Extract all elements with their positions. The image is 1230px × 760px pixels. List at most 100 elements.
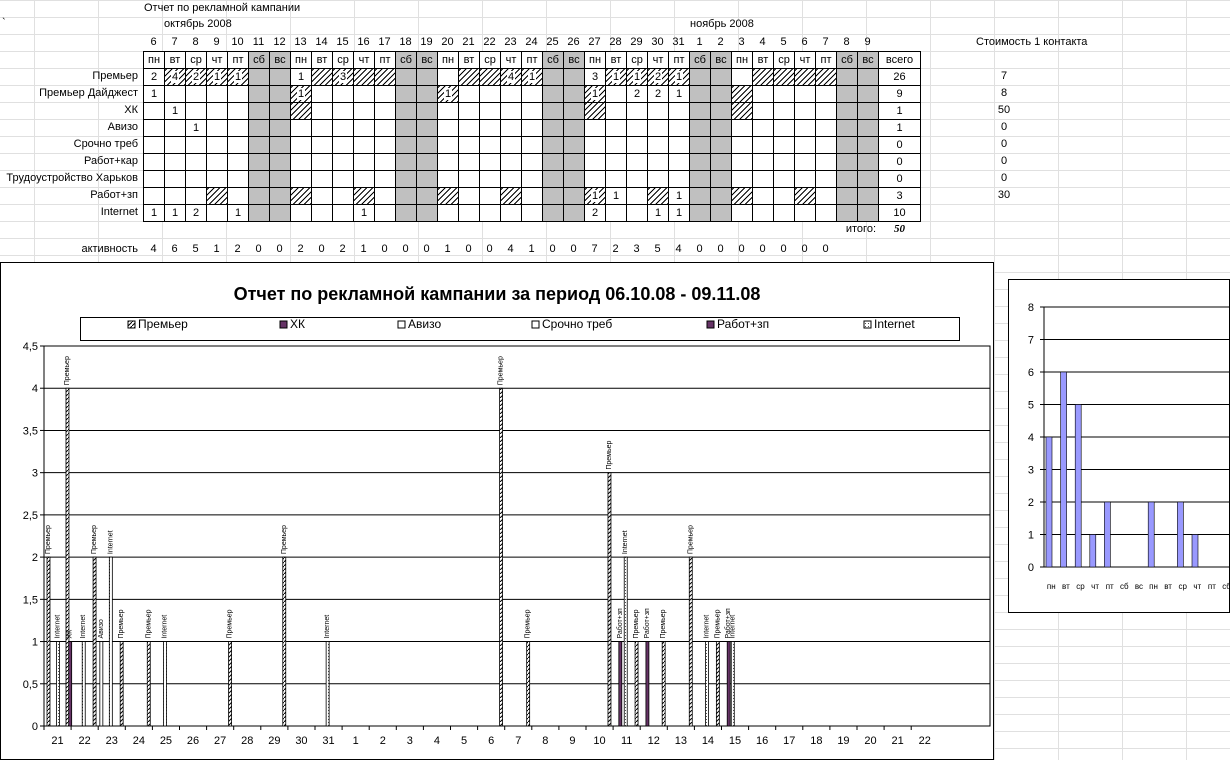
weekday-cell: ср <box>185 51 207 69</box>
weekday-cell: вс <box>416 51 438 69</box>
schedule-cell <box>332 170 354 188</box>
schedule-cell <box>689 119 711 137</box>
chart-bar <box>163 641 167 727</box>
cell-value: 1 <box>611 71 621 83</box>
cell-value: 2 <box>150 71 158 83</box>
schedule-cell <box>542 187 564 205</box>
x-tick-label: 16 <box>756 735 768 747</box>
schedule-cell <box>311 102 333 120</box>
schedule-cell <box>290 204 312 222</box>
cell-value: 3 <box>591 71 599 83</box>
schedule-cell <box>416 85 438 103</box>
corner-mark: ` <box>2 17 6 29</box>
schedule-cell <box>689 68 711 86</box>
schedule-cell: 2 <box>626 85 648 103</box>
x-tick-label: 21 <box>892 735 904 747</box>
x-tick-label: 17 <box>783 735 795 747</box>
activity-value: 0 <box>318 243 325 255</box>
cell-value: 1 <box>590 88 600 100</box>
schedule-cell: 2 <box>185 68 207 86</box>
activity-value: 5 <box>192 243 199 255</box>
activity-value: 6 <box>171 243 178 255</box>
month-label-october: октябрь 2008 <box>164 18 232 30</box>
schedule-cell <box>332 85 354 103</box>
schedule-cell <box>374 102 396 120</box>
schedule-cell <box>584 119 606 137</box>
x-tick-label: пт <box>1208 582 1216 591</box>
schedule-cell <box>206 85 228 103</box>
legend-swatch <box>397 320 406 329</box>
cell-value: 1 <box>234 207 242 219</box>
schedule-cell <box>542 68 564 86</box>
y-tick-label: 8 <box>1028 302 1034 314</box>
schedule-cell: 2 <box>647 85 669 103</box>
schedule-cell <box>311 170 333 188</box>
schedule-cell <box>479 153 501 171</box>
schedule-cell <box>731 170 753 188</box>
schedule-cell <box>185 187 207 205</box>
date-cell: 26 <box>567 36 580 48</box>
schedule-cell <box>395 102 417 120</box>
row-cost: 0 <box>1000 172 1008 184</box>
schedule-cell <box>731 153 753 171</box>
schedule-cell <box>206 153 228 171</box>
schedule-cell <box>227 153 249 171</box>
schedule-cell <box>794 204 816 222</box>
date-cell: 18 <box>399 36 412 48</box>
schedule-cell <box>185 102 207 120</box>
legend-label: Работ+зп <box>717 317 769 331</box>
date-cell: 14 <box>315 36 328 48</box>
cell-value: 1 <box>296 88 306 100</box>
bar-data-label: Премьер <box>498 356 505 385</box>
activity-value: 0 <box>486 243 493 255</box>
schedule-cell: 1 <box>290 85 312 103</box>
schedule-cell <box>269 85 291 103</box>
x-tick-label: 10 <box>593 735 605 747</box>
bar-data-label: Авизо <box>98 619 105 638</box>
cell-value: 1 <box>654 207 662 219</box>
x-tick-label: 8 <box>542 735 548 747</box>
schedule-cell <box>248 119 270 137</box>
date-cell: 6 <box>801 36 808 48</box>
activity-value: 4 <box>507 243 514 255</box>
schedule-cell <box>542 153 564 171</box>
schedule-cell: 1 <box>668 68 690 86</box>
x-tick-label: 25 <box>160 735 172 747</box>
schedule-cell <box>563 187 585 205</box>
date-cell: 1 <box>696 36 703 48</box>
chart-bar <box>499 387 503 727</box>
schedule-cell <box>521 170 543 188</box>
x-tick-label: вт <box>1062 582 1070 591</box>
date-cell: 4 <box>759 36 766 48</box>
x-tick-label: сб <box>1222 582 1230 591</box>
date-cell: 30 <box>651 36 664 48</box>
schedule-cell <box>185 136 207 154</box>
schedule-cell <box>374 85 396 103</box>
schedule-cell <box>416 153 438 171</box>
schedule-cell <box>374 153 396 171</box>
bar-data-label: Internet <box>162 615 169 639</box>
activity-value: 7 <box>591 243 598 255</box>
weekday-cell: вс <box>269 51 291 69</box>
schedule-cell <box>689 187 711 205</box>
activity-value: 0 <box>255 243 262 255</box>
schedule-cell <box>311 85 333 103</box>
schedule-cell <box>500 102 522 120</box>
schedule-cell <box>437 170 459 188</box>
schedule-cell <box>227 85 249 103</box>
legend-label: Срочно треб <box>542 317 612 331</box>
schedule-cell: 1 <box>353 204 375 222</box>
schedule-cell <box>332 204 354 222</box>
schedule-cell <box>773 170 795 188</box>
schedule-cell: 1 <box>668 85 690 103</box>
chart-bar <box>1089 534 1097 568</box>
schedule-cell <box>269 136 291 154</box>
chart-bar <box>1104 501 1111 568</box>
x-tick-label: 7 <box>515 735 521 747</box>
activity-value: 0 <box>717 243 724 255</box>
chart-bar <box>68 641 73 727</box>
x-tick-label: 23 <box>106 735 118 747</box>
cell-value: 2 <box>653 71 663 83</box>
row-cost: 7 <box>1000 70 1008 82</box>
cell-value: 1 <box>360 207 368 219</box>
